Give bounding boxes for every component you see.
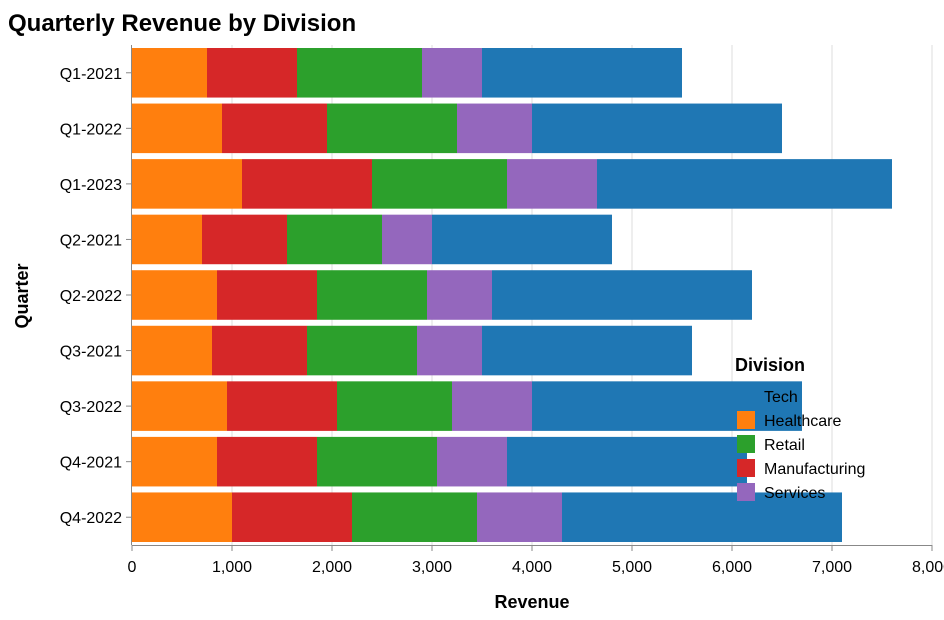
bar-tech-q3-2021 [482,325,692,376]
bar-healthcare-q1-2022 [132,103,222,154]
y-tick-label: Q2-2022 [60,288,122,305]
legend-swatch-healthcare [737,411,755,429]
legend-label-services: Services [764,485,825,502]
bar-manufacturing-q1-2021 [207,48,297,98]
bar-retail-q4-2021 [317,436,437,487]
bar-tech-q1-2022 [532,103,782,154]
bar-retail-q1-2022 [327,103,457,154]
y-tick-label: Q2-2021 [60,232,122,249]
bar-retail-q1-2021 [297,48,422,98]
bar-manufacturing-q4-2021 [217,436,317,487]
x-tick-label: 8,000 [912,559,944,576]
bar-tech-q4-2022 [562,492,842,542]
bar-healthcare-q1-2021 [132,48,207,98]
y-axis-title: Quarter [12,263,32,328]
bar-services-q3-2021 [417,325,482,376]
x-tick-label: 2,000 [312,559,352,576]
legend-label-healthcare: Healthcare [764,413,841,430]
legend-swatch-services [737,483,755,501]
legend: Division Tech Healthcare Retail Manufacturi… [735,355,865,502]
legend-label-manufacturing: Manufacturing [764,461,865,478]
x-axis-title: Revenue [494,592,569,612]
y-tick-label: Q3-2021 [60,344,122,361]
bar-manufacturing-q4-2022 [232,492,352,542]
x-tick-label: 4,000 [512,559,552,576]
bar-healthcare-q3-2021 [132,325,212,376]
bar-services-q4-2022 [477,492,562,542]
bar-manufacturing-q2-2021 [202,214,287,265]
bar-tech-q1-2021 [482,48,682,98]
bar-retail-q3-2021 [307,325,417,376]
bar-healthcare-q4-2022 [132,492,232,542]
bar-tech-q4-2021 [507,436,747,487]
legend-swatch-tech [737,387,755,405]
legend-swatch-manufacturing [737,459,755,477]
bar-retail-q1-2023 [372,159,507,209]
bar-services-q2-2021 [382,214,432,265]
chart-title: Quarterly Revenue by Division [8,10,356,37]
y-tick-label: Q1-2022 [60,121,122,138]
bar-services-q3-2022 [452,381,532,431]
legend-label-retail: Retail [764,437,805,454]
bar-tech-q3-2022 [532,381,802,431]
x-tick-label: 3,000 [412,559,452,576]
y-tick-label: Q4-2021 [60,455,122,472]
y-tick-label: Q1-2023 [60,177,122,194]
bar-retail-q4-2022 [352,492,477,542]
bar-tech-q2-2022 [492,270,752,320]
bar-services-q1-2023 [507,159,597,209]
bar-tech-q2-2021 [432,214,612,265]
legend-swatch-retail [737,435,755,453]
x-tick-label: 1,000 [212,559,252,576]
axes: 0 1,000 2,000 3,000 4,000 5,000 6,000 7,000 8,00… [60,45,944,576]
x-tick-label: 0 [128,559,137,576]
bars [132,48,892,542]
bar-manufacturing-q1-2022 [222,103,327,154]
bar-manufacturing-q3-2021 [212,325,307,376]
bar-healthcare-q2-2022 [132,270,217,320]
bar-tech-q1-2023 [597,159,892,209]
bar-manufacturing-q3-2022 [227,381,337,431]
y-tick-label: Q1-2021 [60,66,122,83]
bar-manufacturing-q2-2022 [217,270,317,320]
x-tick-label: 7,000 [812,559,852,576]
bar-services-q1-2021 [422,48,482,98]
bar-retail-q2-2022 [317,270,427,320]
bar-services-q1-2022 [457,103,532,154]
x-tick-label: 6,000 [712,559,752,576]
bar-services-q4-2021 [437,436,507,487]
legend-title: Division [735,355,805,375]
x-tick-label: 5,000 [612,559,652,576]
bar-healthcare-q2-2021 [132,214,202,265]
bar-services-q2-2022 [427,270,492,320]
bar-healthcare-q3-2022 [132,381,227,431]
bar-healthcare-q1-2023 [132,159,242,209]
legend-label-tech: Tech [764,389,798,406]
bar-retail-q3-2022 [337,381,452,431]
bar-manufacturing-q1-2023 [242,159,372,209]
y-tick-label: Q4-2022 [60,510,122,527]
y-tick-label: Q3-2022 [60,399,122,416]
bar-healthcare-q4-2021 [132,436,217,487]
bar-retail-q2-2021 [287,214,382,265]
